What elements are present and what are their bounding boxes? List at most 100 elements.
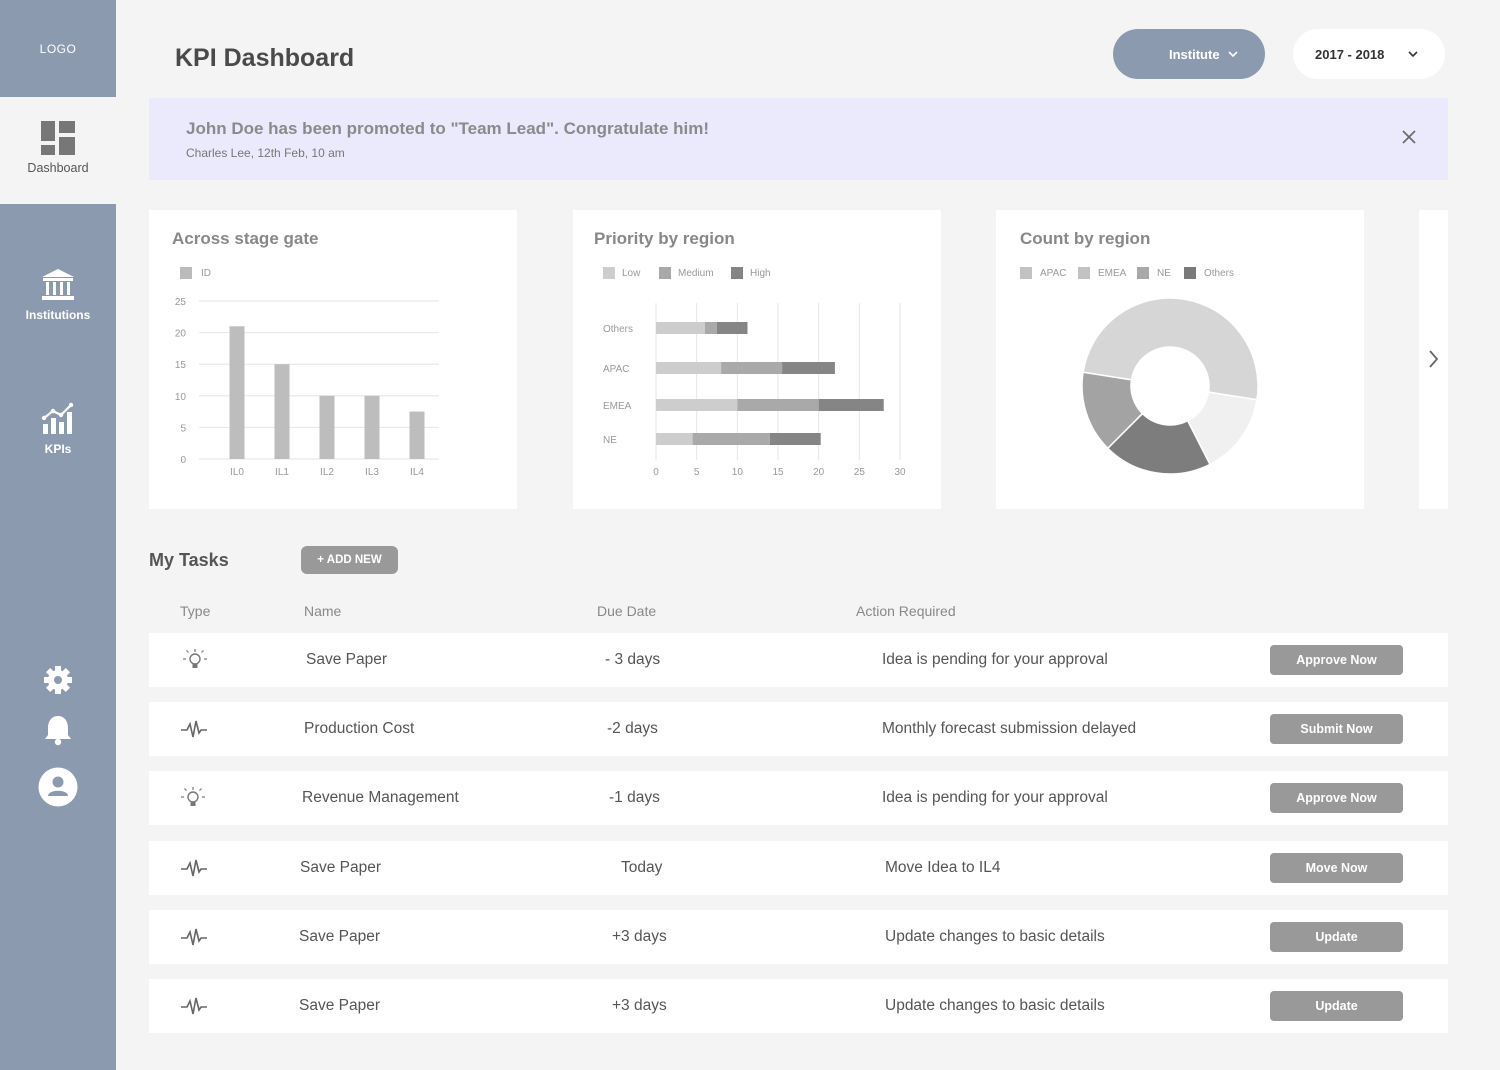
stacked-bar-chart: Low Medium High 0 5 10 15 20 25 30 Others APAC EMEA N… — [603, 267, 906, 478]
y-tick-label: APAC — [603, 364, 630, 375]
pulse-icon — [181, 997, 207, 1015]
x-tick-label: IL3 — [365, 467, 379, 478]
table-row: Revenue Management -1 days Idea is pending… — [149, 771, 1448, 825]
bar-chart: ID 0 5 10 15 20 25 IL0 IL1 IL2 IL3 IL4 — [175, 267, 439, 478]
legend-swatch — [1078, 267, 1090, 279]
bar-segment — [656, 322, 705, 334]
sidebar-item-kpis[interactable]: KPIs — [0, 402, 116, 456]
chevron-right-icon[interactable] — [1425, 348, 1441, 370]
donut-slice — [1082, 297, 1259, 401]
sidebar-item-institutions[interactable]: Institutions — [0, 268, 116, 322]
task-action-button[interactable]: Update — [1270, 991, 1403, 1021]
x-tick-label: IL1 — [275, 467, 289, 478]
notification-subtitle: Charles Lee, 12th Feb, 10 am — [186, 146, 345, 160]
x-tick-label: IL0 — [230, 467, 244, 478]
task-due-date: Today — [621, 859, 663, 876]
task-action-button[interactable]: Update — [1270, 922, 1403, 952]
x-tick-label: 25 — [854, 467, 866, 478]
legend-label: EMEA — [1098, 268, 1127, 279]
page-title: KPI Dashboard — [175, 44, 355, 72]
legend-swatch — [659, 267, 671, 279]
bar-segment — [704, 322, 717, 334]
x-tick-label: 5 — [694, 467, 700, 478]
task-name: Production Cost — [304, 720, 415, 737]
task-action-required: Update changes to basic details — [885, 997, 1105, 1014]
legend-label: Others — [1204, 268, 1234, 279]
column-header-type: Type — [180, 603, 211, 619]
task-due-date: - 3 days — [605, 651, 661, 668]
bar-segment — [818, 399, 884, 411]
task-due-date: -1 days — [609, 789, 660, 806]
sidebar: LOGO Dashboard Institutions — [0, 0, 116, 1070]
gear-icon[interactable] — [38, 664, 78, 696]
legend-label: Low — [622, 268, 641, 279]
legend-swatch — [1137, 267, 1149, 279]
x-tick-label: 0 — [653, 467, 659, 478]
donut-slice — [1106, 412, 1211, 475]
close-icon[interactable] — [1400, 128, 1418, 146]
x-tick-label: 20 — [813, 467, 825, 478]
y-tick-label: NE — [603, 435, 617, 446]
task-due-date: -2 days — [607, 720, 658, 737]
chart-title: Priority by region — [594, 229, 735, 248]
pulse-icon — [181, 928, 207, 946]
kpi-chart-icon — [41, 402, 74, 434]
task-action-button[interactable]: Move Now — [1270, 853, 1403, 883]
idea-bulb-icon — [181, 787, 205, 806]
legend-label: ID — [201, 268, 211, 279]
bell-icon[interactable] — [38, 714, 78, 746]
column-header-action: Action Required — [856, 603, 956, 619]
y-tick-label: 0 — [180, 455, 186, 466]
bar-segment — [721, 362, 783, 374]
task-action-required: Monthly forecast submission delayed — [882, 720, 1137, 737]
bar-segment — [782, 362, 835, 374]
y-tick-label: 20 — [175, 329, 187, 340]
chart-card-priority-region: Priority by region Low Medium High 0 5 10 15 20… — [573, 210, 941, 509]
legend-swatch — [1020, 267, 1032, 279]
bar-segment — [769, 433, 821, 445]
chart-title: Count by region — [1020, 229, 1151, 248]
x-tick-label: IL4 — [410, 467, 424, 478]
table-row: Save Paper +3 days Update changes to basic… — [149, 979, 1448, 1033]
task-action-button[interactable]: Approve Now — [1270, 783, 1403, 813]
table-row: Save Paper - 3 days Idea is pending for yo… — [149, 633, 1448, 687]
table-row: Save Paper +3 days Update changes to basic… — [149, 910, 1448, 964]
column-header-due: Due Date — [597, 603, 657, 619]
legend-label: Medium — [678, 268, 714, 279]
bar — [364, 395, 380, 459]
bar-segment — [656, 362, 722, 374]
institute-dropdown[interactable]: Institute — [1113, 29, 1265, 79]
donut-chart: APAC EMEA NE Others — [1020, 267, 1259, 475]
bar-segment — [717, 322, 748, 334]
add-new-button[interactable]: + ADD NEW — [301, 546, 398, 574]
chart-title: Across stage gate — [172, 229, 319, 248]
year-dropdown[interactable]: 2017 - 2018 — [1293, 29, 1445, 79]
task-action-required: Idea is pending for your approval — [882, 789, 1108, 806]
sidebar-item-dashboard[interactable]: Dashboard — [0, 97, 116, 204]
legend-label: APAC — [1040, 268, 1067, 279]
task-name: Save Paper — [299, 928, 380, 945]
bar — [274, 364, 290, 459]
tasks-title: My Tasks — [149, 550, 229, 570]
bar-segment — [656, 433, 693, 445]
bar-segment — [692, 433, 770, 445]
task-action-required: Update changes to basic details — [885, 928, 1105, 945]
sidebar-item-label: Institutions — [25, 308, 91, 322]
user-avatar-icon[interactable] — [38, 767, 78, 807]
pulse-icon — [181, 720, 207, 738]
y-tick-label: 10 — [175, 392, 187, 403]
legend-label: High — [750, 268, 771, 279]
task-action-required: Idea is pending for your approval — [882, 651, 1108, 668]
task-name: Save Paper — [300, 859, 381, 876]
legend-swatch — [731, 267, 743, 279]
legend-swatch — [180, 267, 192, 279]
task-name: Save Paper — [306, 651, 387, 668]
table-row: Production Cost -2 days Monthly forecast s… — [149, 702, 1448, 756]
bar-segment — [737, 399, 819, 411]
y-tick-label: EMEA — [603, 401, 632, 412]
task-action-button[interactable]: Approve Now — [1270, 645, 1403, 675]
legend-label: NE — [1157, 268, 1171, 279]
y-tick-label: Others — [603, 324, 633, 335]
idea-bulb-icon — [183, 649, 207, 668]
task-action-button[interactable]: Submit Now — [1270, 714, 1403, 744]
